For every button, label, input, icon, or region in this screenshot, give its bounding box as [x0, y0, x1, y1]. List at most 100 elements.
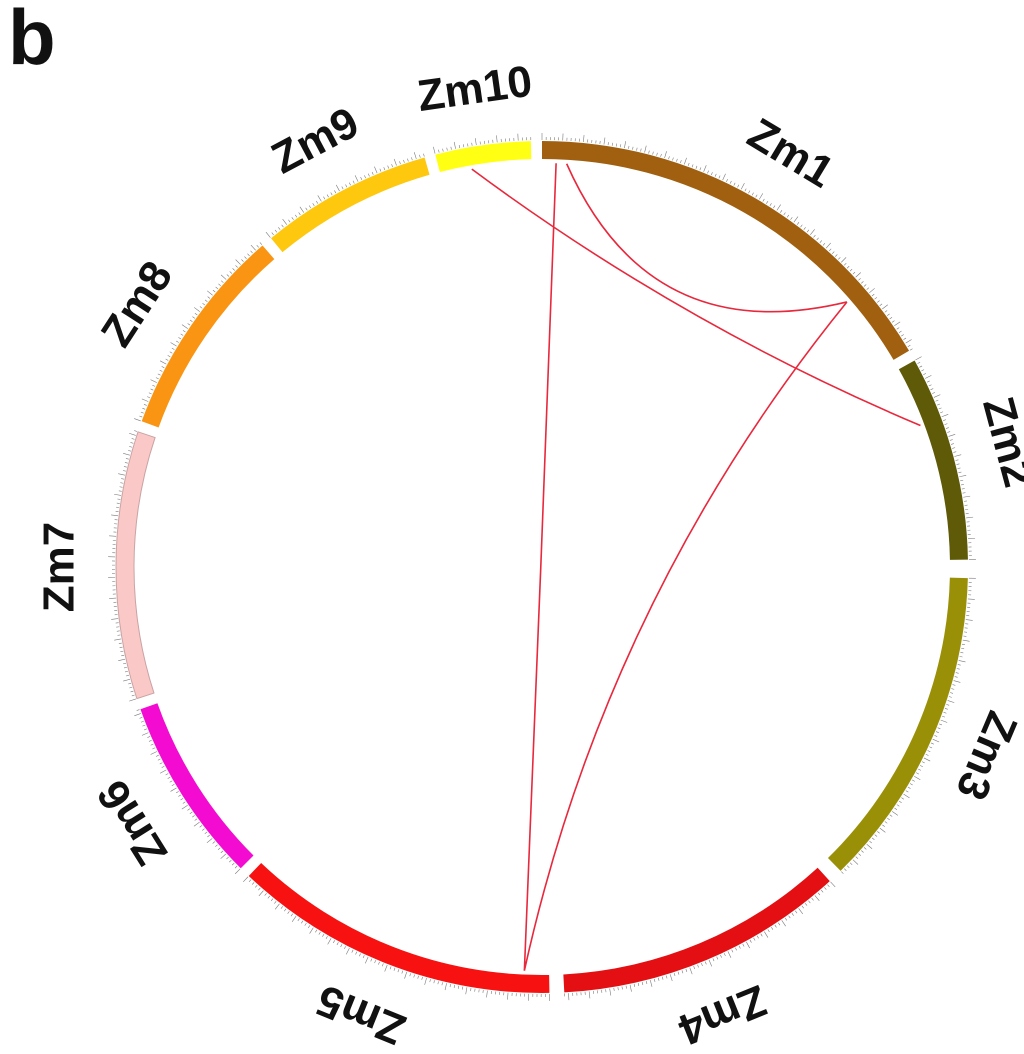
tick-zm2 — [954, 454, 962, 457]
tick-zm8 — [235, 259, 241, 265]
tick-zm4 — [661, 976, 664, 980]
tick-zm1 — [831, 251, 835, 254]
tick-zm8 — [207, 296, 211, 299]
tick-zm1 — [680, 160, 682, 164]
tick-zm2 — [961, 488, 965, 490]
tick-zm6 — [175, 791, 179, 794]
tick-zm1 — [816, 237, 819, 241]
tick-zm1 — [825, 242, 831, 249]
tick-zm6 — [150, 751, 158, 755]
tick-zm9 — [423, 153, 425, 157]
tick-zm3 — [939, 723, 943, 726]
tick-zm5 — [389, 966, 392, 970]
tick-zm7 — [122, 470, 126, 472]
tick-zm8 — [220, 280, 224, 283]
tick-zm9 — [371, 171, 374, 175]
tick-zm1 — [858, 278, 861, 281]
tick-zm3 — [861, 850, 864, 853]
tick-zm10 — [438, 149, 440, 153]
tick-zm7 — [125, 458, 129, 460]
tick-zm6 — [159, 762, 163, 765]
tick-zm1 — [632, 146, 634, 150]
tick-zm3 — [944, 708, 948, 710]
tick-zm3 — [953, 680, 961, 683]
tick-zm5 — [429, 979, 431, 983]
tick-zm4 — [784, 917, 788, 921]
tick-zm1 — [619, 144, 622, 148]
tick-zm4 — [746, 941, 750, 949]
tick-zm10 — [458, 144, 461, 149]
tick-zm7 — [128, 450, 132, 452]
tick-zm7 — [123, 466, 127, 468]
tick-zm1 — [656, 152, 658, 156]
tick-zm5 — [507, 992, 509, 1000]
tick-zm8 — [143, 404, 147, 406]
tick-zm4 — [712, 958, 715, 962]
tick-zm6 — [182, 801, 186, 804]
chromosome-label-zm6: Zm6 — [88, 772, 178, 875]
tick-zm7 — [129, 432, 136, 436]
tick-zm5 — [307, 925, 311, 929]
tick-zm8 — [212, 289, 216, 293]
tick-zm5 — [327, 938, 332, 945]
tick-zm1 — [615, 143, 618, 147]
tick-zm4 — [657, 977, 660, 981]
tick-zm1 — [896, 327, 900, 330]
tick-zm1 — [640, 148, 642, 152]
tick-zm8 — [220, 274, 227, 280]
tick-zm3 — [863, 847, 867, 850]
tick-zm9 — [291, 217, 294, 220]
tick-zm1 — [796, 222, 800, 225]
tick-zm6 — [193, 821, 200, 827]
tick-zm5 — [254, 884, 258, 888]
tick-zm9 — [367, 173, 370, 177]
tick-zm2 — [943, 419, 947, 421]
chromosome-label-zm10: Zm10 — [414, 57, 535, 122]
tick-zm5 — [465, 987, 468, 995]
tick-zm4 — [767, 929, 770, 933]
chromosome-arc-zm7 — [115, 431, 156, 700]
tick-zm5 — [243, 876, 249, 883]
tick-zm5 — [364, 956, 369, 964]
tick-zm9 — [354, 175, 359, 182]
tick-zm3 — [884, 821, 888, 824]
tick-zm5 — [441, 982, 443, 986]
tick-zm4 — [735, 947, 737, 951]
tick-zm1 — [624, 141, 627, 149]
tick-zm4 — [731, 949, 734, 953]
tick-zm5 — [378, 961, 380, 965]
tick-zm4 — [708, 959, 713, 967]
tick-zm9 — [265, 231, 271, 238]
tick-zm1 — [755, 194, 758, 198]
tick-zm3 — [959, 656, 963, 658]
tick-zm7 — [129, 698, 136, 702]
tick-zm9 — [282, 218, 288, 225]
tick-zm5 — [413, 974, 415, 978]
tick-zm5 — [274, 903, 280, 910]
tick-zm3 — [934, 735, 938, 737]
tick-zm5 — [424, 978, 427, 985]
tick-zm3 — [889, 814, 893, 817]
tick-zm7 — [123, 453, 130, 456]
tick-zm7 — [130, 442, 134, 444]
tick-zm7 — [122, 662, 127, 665]
tick-zm9 — [419, 154, 421, 158]
tick-zm5 — [258, 887, 261, 891]
tick-zm4 — [756, 935, 759, 939]
tick-zm6 — [194, 818, 198, 821]
tick-zm4 — [637, 982, 640, 987]
tick-zm4 — [801, 905, 804, 909]
tick-zm4 — [685, 968, 688, 972]
tick-zm1 — [676, 158, 678, 162]
tick-zm3 — [923, 757, 931, 762]
tick-zm2 — [945, 427, 949, 429]
tick-zm7 — [111, 618, 119, 620]
tick-zm8 — [178, 337, 182, 340]
tick-zm8 — [181, 324, 188, 329]
chromosome-label-zm7: Zm7 — [35, 522, 84, 612]
tick-zm9 — [393, 158, 397, 166]
tick-zm8 — [140, 411, 144, 414]
tick-zm4 — [665, 975, 668, 979]
tick-zm2 — [966, 516, 974, 519]
tick-zm10 — [467, 143, 469, 147]
